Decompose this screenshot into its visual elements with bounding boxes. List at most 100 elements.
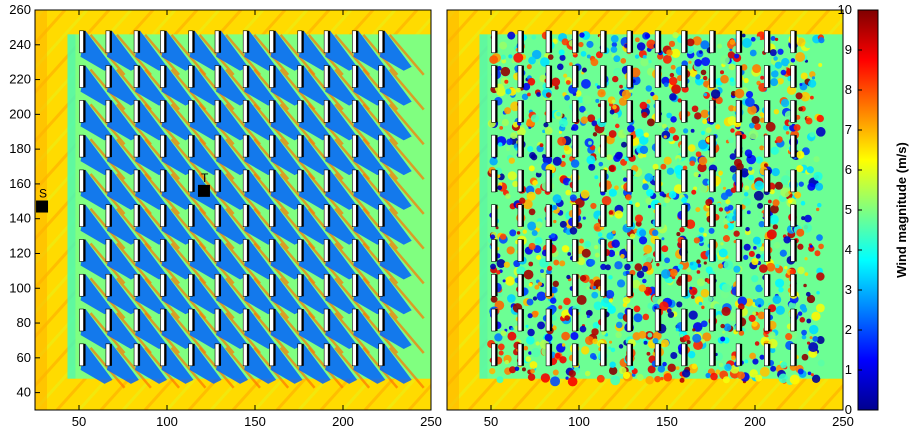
turbine-shadow [740, 205, 742, 227]
turbulent-patch [735, 89, 745, 99]
turbine-marker [546, 31, 550, 53]
turbine-marker [518, 170, 522, 192]
turbulent-patch [581, 79, 591, 89]
turbine-marker [106, 100, 110, 122]
turbulent-patch [611, 35, 619, 43]
turbulent-patch [692, 334, 701, 343]
turbulent-patch [543, 122, 548, 127]
turbulent-patch [500, 233, 506, 239]
turbulent-patch [510, 132, 517, 139]
turbine-shadow [164, 205, 166, 227]
turbulent-patch [666, 49, 673, 56]
turbine-shadow [84, 205, 86, 227]
turbulent-patch [621, 142, 627, 148]
turbulent-patch [584, 111, 588, 115]
turbine-shadow [138, 309, 140, 331]
turbulent-patch [811, 373, 814, 376]
turbulent-patch [691, 190, 696, 195]
turbulent-patch [553, 157, 562, 166]
turbine-marker [736, 170, 740, 192]
turbine-shadow [686, 31, 688, 53]
turbine-shadow [164, 66, 166, 88]
turbulent-patch [623, 303, 628, 308]
turbine-marker [764, 31, 768, 53]
turbulent-patch [803, 284, 807, 288]
turbine-shadow [631, 31, 633, 53]
turbine-shadow [302, 100, 304, 122]
turbine-shadow [522, 135, 524, 157]
turbulent-patch [635, 129, 643, 137]
turbine-shadow [247, 100, 249, 122]
turbulent-patch [547, 266, 552, 271]
turbulent-patch [720, 324, 724, 328]
turbine-marker [492, 309, 496, 331]
turbulent-patch [589, 279, 594, 284]
turbulent-patch [586, 155, 595, 164]
turbulent-patch [817, 203, 822, 208]
turbulent-patch [695, 207, 700, 212]
turbine-marker [518, 100, 522, 122]
turbulent-patch [536, 221, 543, 228]
turbine-marker [764, 274, 768, 296]
turbine-shadow [274, 66, 276, 88]
turbine-shadow [356, 66, 358, 88]
turbine-shadow [356, 274, 358, 296]
turbulent-patch [801, 330, 807, 336]
turbulent-patch [716, 314, 722, 320]
turbine-shadow [302, 274, 304, 296]
turbulent-patch [582, 249, 591, 258]
turbulent-patch [564, 315, 570, 321]
turbine-shadow [686, 170, 688, 192]
turbulent-patch [750, 50, 757, 57]
turbine-marker [518, 66, 522, 88]
turbulent-patch [528, 57, 536, 65]
turbulent-patch [568, 377, 578, 387]
turbulent-patch [597, 85, 601, 89]
turbulent-patch [531, 154, 537, 160]
turbulent-patch [729, 64, 736, 71]
turbulent-patch [704, 93, 707, 96]
turbine-shadow [795, 205, 797, 227]
turbulent-patch [771, 147, 779, 155]
turbine-marker [215, 344, 219, 366]
x-tick-label: 100 [156, 414, 178, 429]
turbulent-patch [612, 76, 618, 82]
turbulent-patch [818, 244, 824, 250]
turbulent-patch [645, 376, 654, 385]
turbine-shadow [576, 135, 578, 157]
turbulent-patch [784, 266, 787, 269]
turbulent-patch [540, 143, 544, 147]
turbine-marker [189, 205, 193, 227]
turbine-marker [215, 239, 219, 261]
turbulent-patch [581, 315, 587, 321]
turbine-marker [572, 309, 576, 331]
turbulent-patch [541, 373, 550, 382]
turbulent-patch [653, 164, 659, 170]
turbine-shadow [274, 135, 276, 157]
turbulent-patch [752, 311, 756, 315]
turbine-marker [379, 239, 383, 261]
turbine-shadow [740, 239, 742, 261]
turbulent-patch [616, 165, 621, 170]
turbulent-patch [612, 230, 616, 234]
y-tick-label: 180 [9, 141, 31, 156]
turbulent-patch [634, 306, 641, 313]
turbulent-patch [533, 296, 537, 300]
turbine-marker [492, 135, 496, 157]
turbulent-patch [645, 33, 650, 38]
turbulent-patch [640, 58, 648, 66]
turbulent-patch [635, 202, 640, 207]
turbine-shadow [795, 100, 797, 122]
turbine-shadow [714, 170, 716, 192]
turbulent-patch [527, 93, 531, 97]
turbine-shadow [302, 344, 304, 366]
turbine-marker [572, 31, 576, 53]
turbulent-patch [770, 366, 776, 372]
turbine-shadow [247, 170, 249, 192]
turbulent-patch [810, 245, 813, 248]
turbulent-patch [672, 32, 678, 38]
turbulent-patch [548, 54, 554, 60]
turbine-shadow [768, 66, 770, 88]
turbulent-patch [689, 310, 698, 319]
turbulent-patch [798, 107, 803, 112]
